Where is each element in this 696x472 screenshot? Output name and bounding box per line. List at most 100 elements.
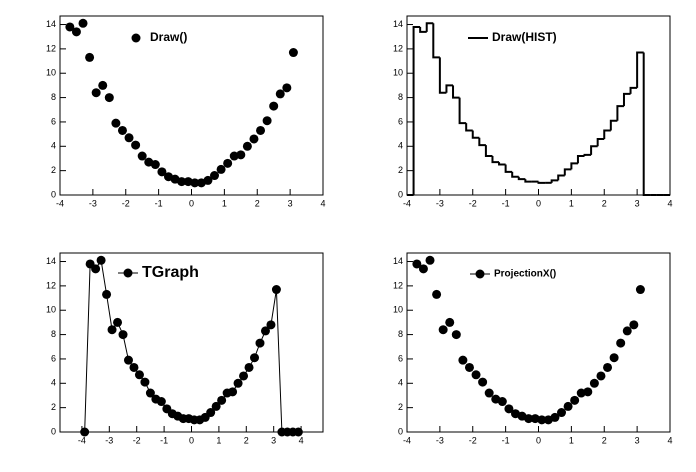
y-tick-label: 10 xyxy=(46,68,56,78)
legend-label: Draw(HIST) xyxy=(492,30,557,44)
marker xyxy=(596,371,606,381)
x-tick-label: -2 xyxy=(122,198,130,208)
hist-bin xyxy=(590,145,598,155)
hist-bin xyxy=(596,137,605,147)
marker xyxy=(524,414,534,424)
marker xyxy=(622,326,632,336)
marker xyxy=(288,48,298,58)
hist-bin xyxy=(478,137,486,147)
marker xyxy=(255,338,265,348)
marker xyxy=(190,178,200,188)
y-tick-label: 12 xyxy=(393,43,403,53)
hist-bin xyxy=(629,86,638,94)
marker xyxy=(223,158,233,168)
y-tick-label: 0 xyxy=(398,426,403,436)
marker xyxy=(583,387,593,397)
marker xyxy=(570,395,580,405)
x-tick-label: -4 xyxy=(403,198,411,208)
x-tick-label: -1 xyxy=(155,198,163,208)
legend-marker xyxy=(131,33,141,43)
marker xyxy=(256,125,266,135)
marker xyxy=(589,378,599,388)
marker xyxy=(425,255,435,265)
x-tick-label: 2 xyxy=(244,435,249,445)
marker xyxy=(537,415,547,425)
marker xyxy=(269,101,279,111)
hist-bin xyxy=(609,119,618,131)
marker xyxy=(464,362,474,372)
y-tick-label: 12 xyxy=(46,43,56,53)
marker xyxy=(282,83,292,93)
marker xyxy=(438,325,448,335)
marker xyxy=(206,408,216,418)
hist-bin xyxy=(484,145,493,158)
marker xyxy=(239,371,249,381)
marker xyxy=(71,27,81,37)
legend-label: TGraph xyxy=(142,264,199,281)
x-tick-label: -3 xyxy=(105,435,113,445)
y-tick-label: 2 xyxy=(51,402,56,412)
y-tick-label: 2 xyxy=(51,165,56,175)
hist-bin xyxy=(616,105,624,121)
marker xyxy=(293,427,303,437)
marker xyxy=(271,285,281,295)
hist-bin xyxy=(419,26,427,33)
marker xyxy=(156,397,166,407)
hist-bin xyxy=(465,123,473,132)
x-tick-label: 4 xyxy=(667,198,672,208)
y-tick-label: 2 xyxy=(398,165,403,175)
hist-bin xyxy=(412,25,421,195)
y-tick-label: 8 xyxy=(51,92,56,102)
legend-label: ProjectionX() xyxy=(494,269,556,280)
x-tick-label: -3 xyxy=(436,198,444,208)
hist-bin xyxy=(583,153,592,157)
y-tick-label: 6 xyxy=(51,353,56,363)
hist-bin xyxy=(438,57,447,94)
hist-bin xyxy=(570,162,578,170)
y-tick-label: 14 xyxy=(393,256,403,266)
marker xyxy=(228,387,238,397)
marker xyxy=(249,134,259,144)
marker xyxy=(102,289,112,299)
legend-label: Draw() xyxy=(150,30,187,44)
hist-bin xyxy=(563,168,572,176)
marker xyxy=(616,338,626,348)
y-tick-label: 4 xyxy=(51,141,56,151)
marker xyxy=(211,401,221,411)
hist-bin xyxy=(491,156,500,164)
marker xyxy=(203,175,213,185)
x-tick-label: 0 xyxy=(536,435,541,445)
x-tick-label: 2 xyxy=(255,198,260,208)
marker xyxy=(412,259,422,269)
x-tick-label: 1 xyxy=(569,435,574,445)
marker xyxy=(484,388,494,398)
x-tick-label: 4 xyxy=(667,435,672,445)
y-tick-label: 14 xyxy=(393,19,403,29)
x-tick-label: 1 xyxy=(569,198,574,208)
marker xyxy=(629,320,639,330)
y-tick-label: 10 xyxy=(393,305,403,315)
y-tick-label: 12 xyxy=(46,280,56,290)
y-tick-label: 0 xyxy=(51,189,56,199)
x-tick-label: 1 xyxy=(216,435,221,445)
marker xyxy=(124,133,134,143)
x-tick-label: 4 xyxy=(299,435,304,445)
marker xyxy=(236,150,246,160)
x-tick-label: 3 xyxy=(635,435,640,445)
marker xyxy=(244,362,254,372)
frame xyxy=(406,252,671,433)
x-tick-label: 2 xyxy=(602,435,607,445)
hist-bin xyxy=(471,130,480,139)
marker xyxy=(80,427,90,437)
marker xyxy=(471,370,481,380)
marker xyxy=(445,317,455,327)
x-tick-label: -4 xyxy=(403,435,411,445)
marker xyxy=(98,80,108,90)
hist-bin xyxy=(511,171,519,178)
x-tick-label: -2 xyxy=(469,435,477,445)
marker xyxy=(123,355,133,365)
y-tick-label: 8 xyxy=(51,329,56,339)
